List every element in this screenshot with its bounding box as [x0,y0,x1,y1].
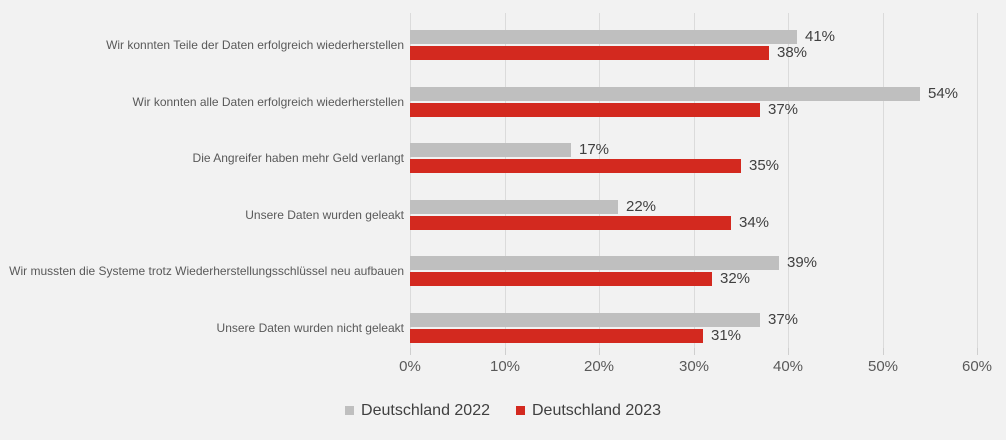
value-label: 17% [579,141,610,158]
category-label: Wir konnten Teile der Daten erfolgreich … [106,38,404,52]
x-axis-tick-label: 0% [399,358,421,375]
legend-label: Deutschland 2022 [361,402,490,419]
category-label: Unsere Daten wurden nicht geleakt [216,321,404,335]
legend: Deutschland 2022 Deutschland 2023 [0,401,1006,420]
gridline [599,13,600,348]
value-label: 39% [787,254,818,271]
axis-tick [788,348,789,355]
x-axis-tick-label: 20% [583,358,615,375]
bar-deutschland-2022 [410,87,920,101]
bar-deutschland-2022 [410,200,618,214]
bar-deutschland-2023 [410,216,731,230]
value-label: 32% [720,270,751,287]
value-label: 35% [749,157,780,174]
value-label: 37% [768,311,799,328]
legend-swatch-2022 [345,406,355,415]
axis-tick [599,348,600,355]
category-label: Die Angreifer haben mehr Geld verlangt [192,151,404,165]
bar-deutschland-2022 [410,256,779,270]
gridline [505,13,506,348]
x-axis-tick-label: 60% [961,358,993,375]
x-axis-tick-label: 30% [678,358,710,375]
gridline [977,13,978,348]
bar-deutschland-2022 [410,30,797,44]
x-axis-tick-label: 40% [772,358,804,375]
category-label: Wir mussten die Systeme trotz Wiederhers… [9,264,404,278]
bar-deutschland-2023 [410,329,703,343]
bar-deutschland-2023 [410,272,712,286]
axis-tick [410,348,411,355]
legend-swatch-2023 [516,406,525,415]
value-label: 41% [805,28,836,45]
bar-deutschland-2022 [410,313,760,327]
bar-deutschland-2023 [410,46,769,60]
bar-deutschland-2023 [410,103,760,117]
gridline [788,13,789,348]
gridline [694,13,695,348]
value-label: 54% [928,85,959,102]
plot-area [410,13,978,348]
gridline [410,13,411,348]
category-label: Unsere Daten wurden geleakt [245,208,404,222]
value-label: 38% [777,44,808,61]
value-label: 37% [768,101,799,118]
gridline [883,13,884,348]
legend-item-deutschland-2022: Deutschland 2022 [345,401,490,420]
category-label: Wir konnten alle Daten erfolgreich wiede… [132,95,404,109]
bar-deutschland-2022 [410,143,571,157]
legend-item-deutschland-2023: Deutschland 2023 [516,401,661,420]
x-axis-tick-label: 50% [867,358,899,375]
axis-tick [977,348,978,355]
x-axis-tick-label: 10% [489,358,521,375]
legend-label: Deutschland 2023 [532,402,661,419]
value-label: 34% [739,214,770,231]
axis-tick [883,348,884,355]
bar-deutschland-2023 [410,159,741,173]
value-label: 22% [626,198,657,215]
axis-tick [694,348,695,355]
value-label: 31% [711,327,742,344]
axis-tick [505,348,506,355]
